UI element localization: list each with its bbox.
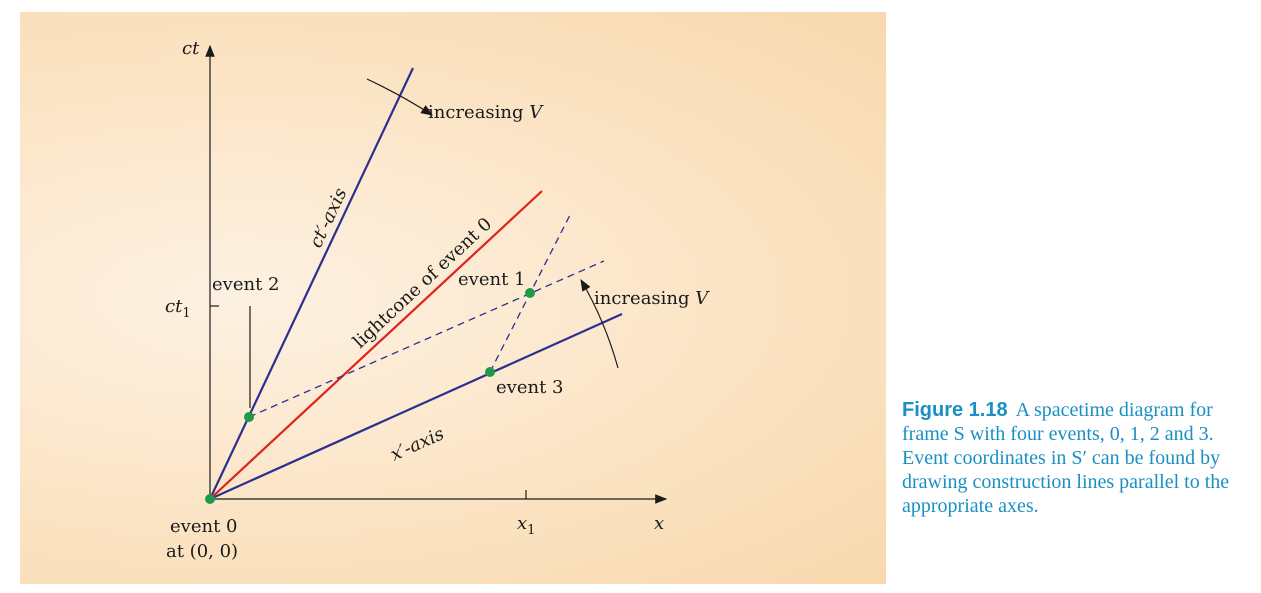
construction-line-event2-to-event1	[248, 260, 605, 418]
event0-coords-label: at (0, 0)	[166, 541, 238, 562]
increasing-v-arc-right	[580, 278, 619, 369]
ct1-tick-label: ct1	[165, 296, 191, 321]
x1-tick-label: x1	[517, 513, 535, 538]
event0-dot	[205, 494, 215, 504]
ct-axis-label: ct	[182, 38, 200, 59]
increasing-v-label-top: increasing V	[428, 102, 544, 123]
spacetime-diagram: ct x ct1 x1 ct′-axis x′-axis lightcone o…	[165, 38, 710, 562]
ct-prime-axis	[209, 67, 414, 500]
x-axis-label: x	[654, 513, 664, 534]
figure-caption: Figure 1.18 A spacetime diagram for frame…	[902, 398, 1252, 518]
event2-label: event 2	[212, 274, 279, 295]
figure-number: Figure 1.18	[902, 399, 1008, 421]
event1-dot	[525, 288, 535, 298]
event0-label: event 0	[170, 516, 237, 537]
lightcone-line	[209, 190, 543, 500]
figure-panel: ct x ct1 x1 ct′-axis x′-axis lightcone o…	[20, 12, 886, 584]
event3-dot	[485, 367, 495, 377]
x-prime-axis	[209, 312, 623, 501]
event1-label: event 1	[458, 269, 525, 290]
caption-text: A spacetime diagram for frame S with fou…	[902, 399, 1230, 517]
increasing-v-arc-top	[366, 78, 434, 116]
increasing-v-label-right: increasing V	[594, 288, 710, 309]
ct-prime-axis-label: ct′-axis	[306, 185, 352, 251]
x-prime-axis-label: x′-axis	[387, 423, 447, 465]
event3-label: event 3	[496, 377, 563, 398]
event2-dot	[244, 412, 254, 422]
